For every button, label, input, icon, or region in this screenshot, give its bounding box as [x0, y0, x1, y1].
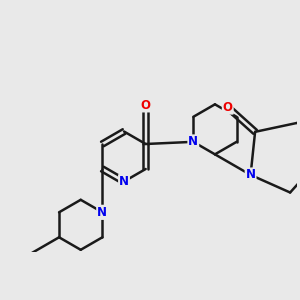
Text: N: N [188, 135, 198, 148]
Text: N: N [119, 175, 129, 188]
Text: N: N [246, 168, 256, 182]
Text: N: N [98, 206, 107, 219]
Text: N: N [98, 206, 107, 219]
Text: O: O [223, 101, 233, 114]
Text: O: O [141, 98, 151, 112]
